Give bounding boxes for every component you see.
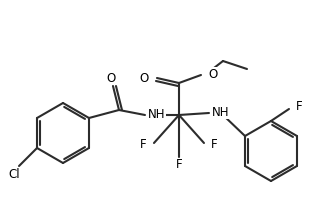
Text: NH: NH [212, 106, 229, 118]
Text: F: F [140, 138, 147, 152]
Text: O: O [106, 71, 116, 85]
Text: O: O [208, 67, 217, 81]
Text: F: F [296, 101, 303, 113]
Text: Cl: Cl [8, 168, 20, 180]
Text: O: O [140, 71, 149, 85]
Text: F: F [211, 138, 218, 152]
Text: NH: NH [148, 108, 165, 122]
Text: F: F [176, 159, 182, 171]
